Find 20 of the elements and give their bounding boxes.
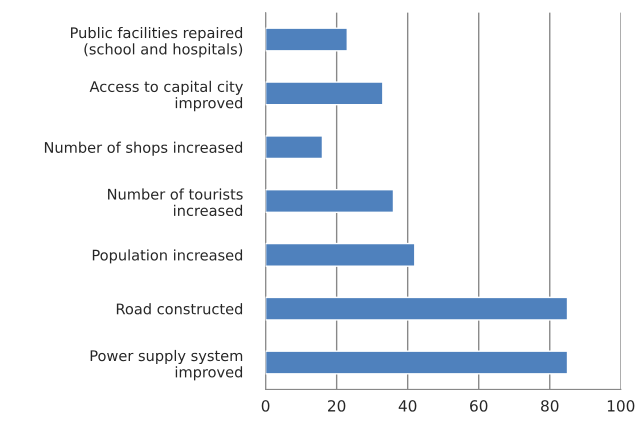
bar xyxy=(266,296,568,321)
bar xyxy=(266,242,416,267)
bar xyxy=(266,28,348,52)
y-tick-label: Power supply system improved xyxy=(90,350,242,380)
x-tick-label: 20 xyxy=(328,400,346,412)
x-tick-label: 0 xyxy=(262,400,270,412)
x-tick-label: 100 xyxy=(608,400,634,412)
y-tick-label: Access to capital city improved xyxy=(90,80,243,112)
y-tick-label: Public facilities repaired (school and hospitals) xyxy=(71,26,242,58)
y-tick-label: Road constructed xyxy=(116,303,242,314)
x-tick-label: 60 xyxy=(470,400,488,412)
bar xyxy=(266,81,384,106)
y-tick-label: Number of tourists increased xyxy=(108,188,243,216)
y-tick-label: Number of shops increased xyxy=(44,142,242,156)
y-tick-label: Population increased xyxy=(92,249,242,264)
bar xyxy=(266,350,568,375)
bar xyxy=(266,135,324,160)
x-tick-label: 40 xyxy=(398,400,416,412)
bar xyxy=(266,189,394,214)
x-tick-label: 80 xyxy=(541,400,558,412)
